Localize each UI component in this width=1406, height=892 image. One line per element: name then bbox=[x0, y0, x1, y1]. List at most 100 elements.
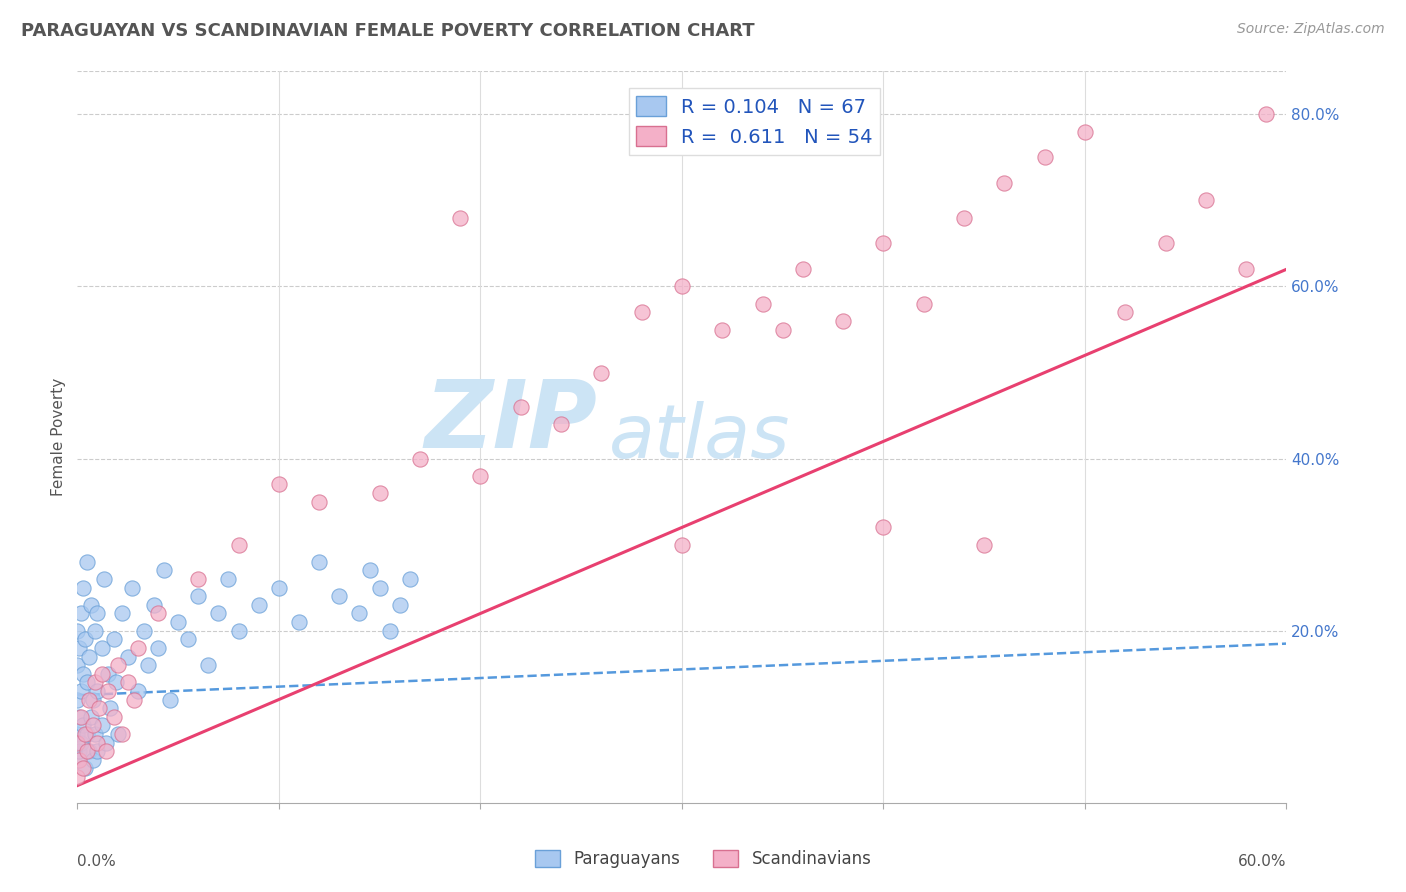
Point bbox=[993, 176, 1015, 190]
Point bbox=[96, 684, 118, 698]
Point bbox=[76, 727, 98, 741]
Point bbox=[84, 675, 107, 690]
Point bbox=[267, 581, 290, 595]
Point bbox=[82, 718, 104, 732]
Point bbox=[132, 624, 155, 638]
Legend: Paraguayans, Scandinavians: Paraguayans, Scandinavians bbox=[529, 843, 877, 875]
Point bbox=[117, 649, 139, 664]
Point bbox=[146, 607, 169, 621]
Point bbox=[146, 640, 169, 655]
Text: ZIP: ZIP bbox=[425, 376, 598, 468]
Point bbox=[80, 598, 103, 612]
Point bbox=[103, 632, 125, 647]
Point bbox=[103, 710, 125, 724]
Point bbox=[70, 684, 93, 698]
Point bbox=[218, 572, 240, 586]
Text: atlas: atlas bbox=[609, 401, 790, 473]
Point bbox=[67, 744, 90, 758]
Legend: R = 0.104   N = 67, R =  0.611   N = 54: R = 0.104 N = 67, R = 0.611 N = 54 bbox=[628, 88, 880, 154]
Point bbox=[67, 710, 90, 724]
Point bbox=[90, 718, 112, 732]
Point bbox=[66, 735, 89, 749]
Point bbox=[630, 305, 652, 319]
Point bbox=[153, 564, 176, 578]
Point bbox=[86, 607, 108, 621]
Point bbox=[872, 236, 894, 251]
Point bbox=[308, 494, 330, 508]
Point bbox=[509, 400, 531, 414]
Point bbox=[872, 520, 894, 534]
Point bbox=[751, 296, 773, 310]
Point bbox=[107, 727, 129, 741]
Point bbox=[104, 675, 127, 690]
Point bbox=[288, 615, 311, 629]
Point bbox=[66, 692, 89, 706]
Point bbox=[973, 538, 995, 552]
Point bbox=[1154, 236, 1177, 251]
Point bbox=[349, 607, 371, 621]
Point bbox=[98, 701, 121, 715]
Text: 60.0%: 60.0% bbox=[1239, 854, 1286, 869]
Point bbox=[86, 684, 108, 698]
Point bbox=[70, 710, 93, 724]
Point bbox=[368, 581, 391, 595]
Point bbox=[66, 753, 89, 767]
Point bbox=[308, 555, 330, 569]
Point bbox=[228, 624, 250, 638]
Point bbox=[591, 366, 613, 380]
Point bbox=[142, 598, 165, 612]
Point bbox=[267, 477, 290, 491]
Point bbox=[72, 718, 94, 732]
Point bbox=[470, 468, 492, 483]
Point bbox=[84, 727, 107, 741]
Point bbox=[75, 727, 97, 741]
Point bbox=[70, 607, 93, 621]
Point bbox=[94, 744, 117, 758]
Point bbox=[136, 658, 159, 673]
Point bbox=[127, 640, 149, 655]
Point bbox=[449, 211, 471, 225]
Point bbox=[111, 607, 134, 621]
Point bbox=[1074, 125, 1097, 139]
Text: PARAGUAYAN VS SCANDINAVIAN FEMALE POVERTY CORRELATION CHART: PARAGUAYAN VS SCANDINAVIAN FEMALE POVERT… bbox=[21, 22, 755, 40]
Point bbox=[912, 296, 935, 310]
Point bbox=[711, 322, 734, 336]
Point bbox=[72, 666, 94, 681]
Point bbox=[671, 538, 693, 552]
Point bbox=[1195, 194, 1218, 208]
Point bbox=[1234, 262, 1257, 277]
Point bbox=[79, 649, 101, 664]
Point bbox=[117, 675, 139, 690]
Point bbox=[67, 753, 90, 767]
Point bbox=[328, 589, 350, 603]
Point bbox=[550, 417, 572, 432]
Point bbox=[75, 632, 97, 647]
Point bbox=[86, 735, 108, 749]
Point bbox=[953, 211, 976, 225]
Text: Source: ZipAtlas.com: Source: ZipAtlas.com bbox=[1237, 22, 1385, 37]
Point bbox=[86, 744, 108, 758]
Point bbox=[82, 753, 104, 767]
Point bbox=[207, 607, 229, 621]
Point bbox=[1033, 150, 1056, 164]
Point bbox=[66, 770, 89, 784]
Point bbox=[187, 589, 209, 603]
Point bbox=[122, 692, 145, 706]
Point bbox=[82, 692, 104, 706]
Point bbox=[187, 572, 209, 586]
Point bbox=[75, 761, 97, 775]
Point bbox=[121, 581, 143, 595]
Point bbox=[76, 744, 98, 758]
Point bbox=[159, 692, 181, 706]
Point bbox=[67, 640, 90, 655]
Point bbox=[111, 727, 134, 741]
Point bbox=[70, 735, 93, 749]
Point bbox=[94, 735, 117, 749]
Point bbox=[368, 486, 391, 500]
Point bbox=[72, 761, 94, 775]
Point bbox=[66, 727, 89, 741]
Point bbox=[84, 624, 107, 638]
Point bbox=[247, 598, 270, 612]
Point bbox=[388, 598, 411, 612]
Point bbox=[79, 692, 101, 706]
